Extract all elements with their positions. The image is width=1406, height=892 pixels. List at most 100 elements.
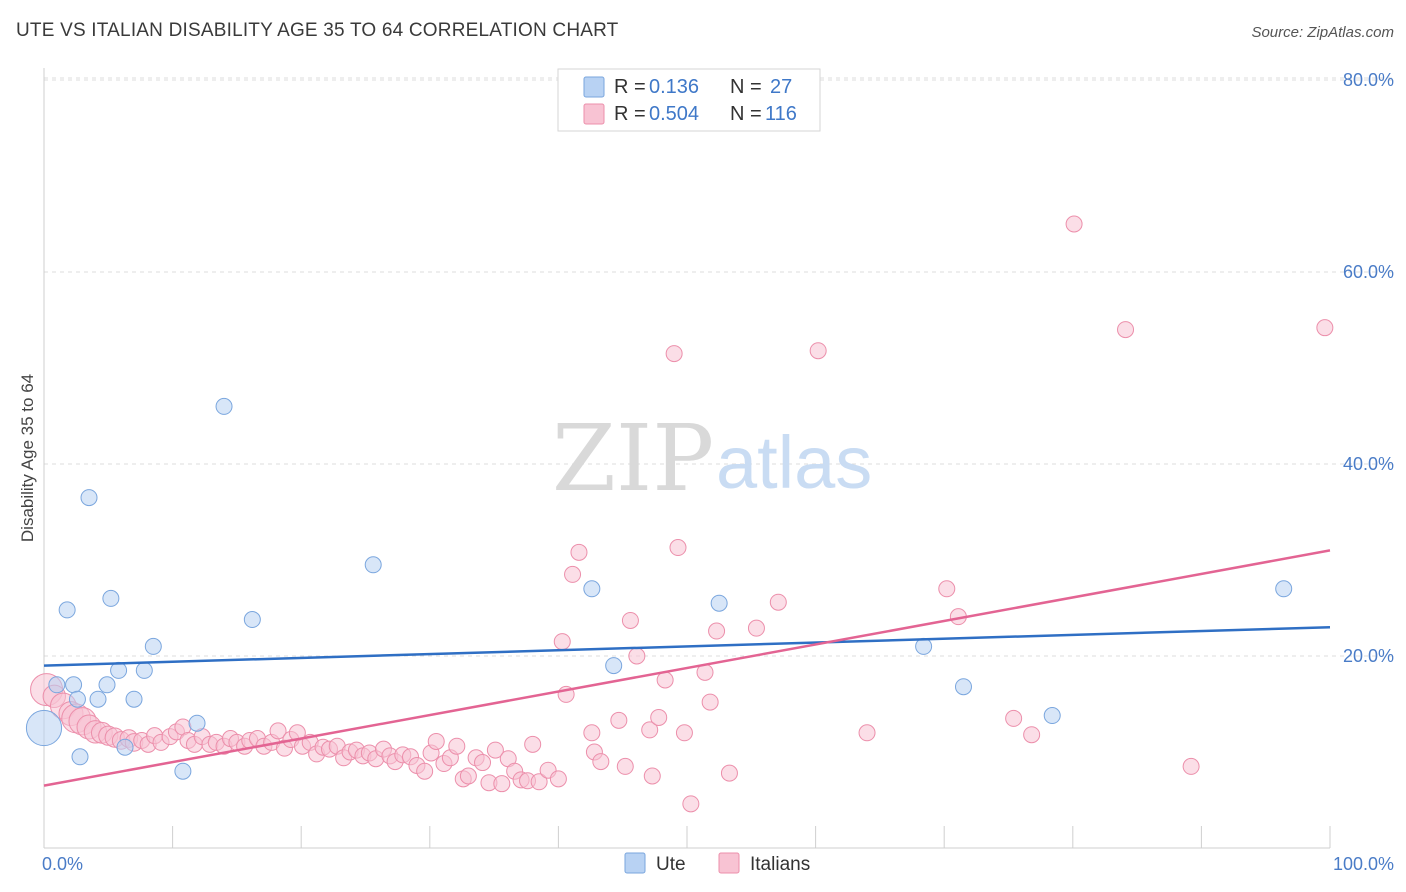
italians-point bbox=[1316, 319, 1334, 337]
legend-r-label: R = bbox=[614, 103, 646, 125]
ute-point bbox=[98, 676, 116, 694]
italians-point bbox=[427, 732, 445, 750]
legend-r-value-ute: 0.136 bbox=[649, 76, 699, 98]
italians-point bbox=[682, 795, 700, 813]
italians-point bbox=[416, 762, 434, 780]
series-legend-swatch-italians bbox=[718, 852, 740, 874]
italians-point bbox=[530, 773, 548, 791]
ute-point bbox=[915, 637, 933, 655]
italians-point bbox=[650, 708, 668, 726]
legend-n-label: N = bbox=[730, 76, 762, 98]
series-legend-label-ute: Ute bbox=[656, 854, 686, 875]
italians-point bbox=[701, 693, 719, 711]
italians-point bbox=[621, 611, 639, 629]
italians-trend-line bbox=[43, 549, 1331, 787]
ute-point bbox=[116, 738, 134, 756]
x-tick-max: 100.0% bbox=[1333, 854, 1394, 874]
italians-point bbox=[474, 754, 492, 772]
chart-title: UTE VS ITALIAN DISABILITY AGE 35 TO 64 C… bbox=[16, 20, 619, 41]
watermark: ZIP atlas bbox=[552, 405, 872, 512]
ute-point bbox=[243, 611, 261, 629]
ute-point bbox=[605, 657, 623, 675]
ute-point bbox=[710, 594, 728, 612]
ute-point bbox=[174, 762, 192, 780]
italians-point bbox=[628, 647, 646, 665]
ute-point bbox=[68, 690, 86, 708]
italians-point bbox=[549, 770, 567, 788]
ute-point bbox=[583, 580, 601, 598]
ute-point bbox=[110, 661, 128, 679]
source-credit: Source: ZipAtlas.com bbox=[1251, 24, 1394, 41]
ute-point bbox=[80, 489, 98, 507]
y-tick-label: 40.0% bbox=[1343, 454, 1394, 474]
series-italians-points bbox=[30, 215, 1334, 813]
italians-point bbox=[669, 539, 687, 557]
legend-n-label: N = bbox=[730, 103, 762, 125]
italians-point bbox=[486, 741, 504, 759]
legend-swatch-italians bbox=[583, 103, 605, 125]
ute-point bbox=[215, 397, 233, 415]
italians-point bbox=[1065, 215, 1083, 233]
series-legend: Ute Italians bbox=[624, 852, 810, 875]
legend-n-value-italians: 116 bbox=[765, 103, 797, 125]
italians-point bbox=[641, 721, 659, 739]
legend-swatch-ute bbox=[583, 76, 605, 98]
y-tick-labels: 20.0% 40.0% 60.0% 80.0% bbox=[1343, 70, 1394, 666]
series-ute-points bbox=[25, 397, 1293, 780]
italians-point bbox=[592, 753, 610, 771]
ute-point bbox=[135, 661, 153, 679]
italians-point bbox=[858, 724, 876, 742]
italians-point bbox=[448, 737, 466, 755]
ute-point bbox=[58, 601, 76, 619]
series-legend-label-italians: Italians bbox=[750, 854, 810, 875]
ute-point bbox=[954, 678, 972, 696]
italians-point bbox=[269, 722, 287, 740]
ute-point bbox=[1275, 580, 1293, 598]
italians-point bbox=[493, 775, 511, 793]
italians-point bbox=[809, 342, 827, 360]
italians-point bbox=[553, 633, 571, 651]
ute-point bbox=[25, 709, 63, 747]
trend-lines bbox=[43, 549, 1331, 787]
legend-r-label: R = bbox=[614, 76, 646, 98]
italians-point bbox=[769, 593, 787, 611]
ute-point bbox=[188, 714, 206, 732]
italians-point bbox=[459, 767, 477, 785]
ute-point bbox=[89, 690, 107, 708]
y-tick-label: 20.0% bbox=[1343, 646, 1394, 666]
italians-point bbox=[570, 543, 588, 561]
legend-r-value-italians: 0.504 bbox=[649, 103, 699, 125]
italians-point bbox=[1005, 709, 1023, 727]
italians-point bbox=[1182, 757, 1200, 775]
ute-point bbox=[144, 637, 162, 655]
ute-point bbox=[48, 676, 66, 694]
italians-point bbox=[938, 580, 956, 598]
series-legend-swatch-ute bbox=[624, 852, 646, 874]
y-tick-label: 60.0% bbox=[1343, 262, 1394, 282]
italians-point bbox=[665, 345, 683, 363]
italians-point bbox=[1023, 726, 1041, 744]
italians-point bbox=[708, 622, 726, 640]
italians-point bbox=[656, 671, 674, 689]
watermark-atlas: atlas bbox=[716, 421, 872, 504]
italians-point bbox=[583, 724, 601, 742]
y-tick-label: 80.0% bbox=[1343, 70, 1394, 90]
watermark-zip: ZIP bbox=[552, 405, 714, 512]
ute-point bbox=[71, 748, 89, 766]
italians-point bbox=[643, 767, 661, 785]
italians-point bbox=[1117, 321, 1135, 339]
ute-point bbox=[1043, 707, 1061, 725]
legend-n-value-ute: 27 bbox=[770, 76, 792, 98]
ute-trend-line bbox=[43, 625, 1331, 667]
y-axis-label: Disability Age 35 to 64 bbox=[18, 374, 37, 542]
grid bbox=[44, 77, 1392, 657]
ute-point bbox=[364, 556, 382, 574]
x-tick-min: 0.0% bbox=[42, 854, 83, 874]
stats-legend: R = 0.136 N = 27 R = 0.504 N = 116 bbox=[557, 68, 821, 132]
italians-point bbox=[616, 757, 634, 775]
italians-point bbox=[747, 619, 765, 637]
italians-point bbox=[720, 764, 738, 782]
italians-point bbox=[524, 735, 542, 753]
italians-point bbox=[610, 711, 628, 729]
